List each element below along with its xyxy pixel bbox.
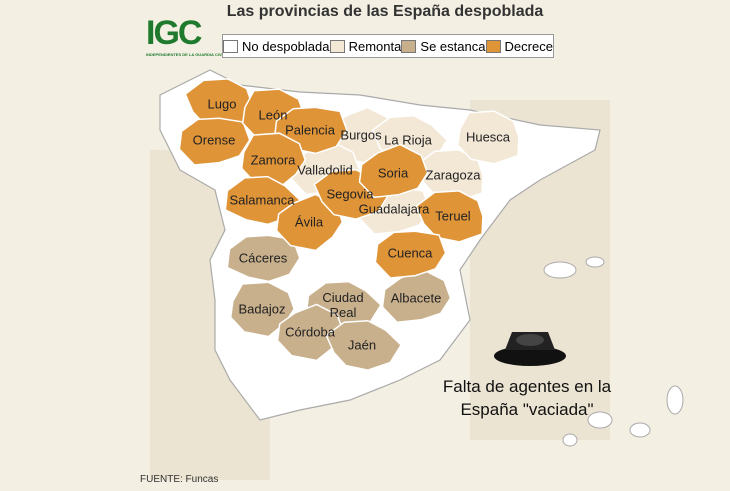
legend: No despoblada Remonta Se estanca Decrece <box>222 34 554 58</box>
province <box>456 110 520 165</box>
logo: IGC <box>146 14 202 52</box>
province-label: Albacete <box>390 290 442 306</box>
province <box>226 234 301 283</box>
legend-label: Se estanca <box>420 38 486 54</box>
province-label: Salamanca <box>229 192 295 208</box>
province <box>415 190 484 243</box>
province-label: Zaragoza <box>425 167 481 183</box>
province-label: Ávila <box>294 214 324 230</box>
province-label: Burgos <box>340 127 382 143</box>
province <box>374 230 447 279</box>
legend-swatch <box>223 39 239 53</box>
island <box>543 261 577 279</box>
province <box>229 281 296 338</box>
legend-item: No despoblada <box>223 38 330 54</box>
island <box>562 433 578 447</box>
island <box>587 411 613 429</box>
title: Las provincias de las España despoblada <box>226 3 544 20</box>
legend-label: Decrece <box>504 38 553 54</box>
province <box>240 132 307 189</box>
province-label: Ciudad Real <box>322 290 364 320</box>
caption: Falta de agentes en la España "vaciada" <box>442 377 612 419</box>
province-label: Lugo <box>207 96 237 112</box>
province-label: Guadalajara <box>358 201 430 217</box>
province <box>381 268 452 324</box>
province-label: Valladolid <box>297 162 353 178</box>
legend-item: Remonta <box>329 38 402 54</box>
province-label: Palencia <box>285 122 335 138</box>
island <box>629 422 651 438</box>
legend-swatch <box>485 39 501 53</box>
province <box>276 303 345 362</box>
province-label: Segovia <box>326 186 374 202</box>
province-label: Teruel <box>435 208 471 224</box>
province-label: Jaén <box>347 337 377 353</box>
legend-item: Se estanca <box>401 39 485 54</box>
legend-swatch <box>401 39 417 53</box>
island <box>666 385 684 415</box>
province-label: Huesca <box>465 129 511 145</box>
province-label: La Rioja <box>384 132 432 148</box>
province-label: Orense <box>192 132 236 148</box>
legend-label: Remonta <box>348 38 402 54</box>
legend-item: Decrece <box>485 38 553 54</box>
source: FUENTE: Funcas <box>140 474 219 485</box>
province-label: Córdoba <box>285 324 335 340</box>
device-icon <box>494 332 566 366</box>
province-label: Zamora <box>250 152 296 168</box>
province-label: Badajoz <box>238 301 286 317</box>
logo-subtitle: INDEPENDIENTES DE LA GUARDIA CIVIL <box>146 52 226 57</box>
province-label: Cáceres <box>238 250 288 266</box>
province-label: León <box>258 107 288 123</box>
island <box>585 256 605 268</box>
province <box>358 143 429 199</box>
province <box>325 319 403 371</box>
legend-swatch <box>329 39 345 53</box>
province-label: Soria <box>377 165 409 181</box>
legend-label: No despoblada <box>242 38 330 54</box>
province-label: Cuenca <box>387 245 433 261</box>
province <box>178 117 251 166</box>
